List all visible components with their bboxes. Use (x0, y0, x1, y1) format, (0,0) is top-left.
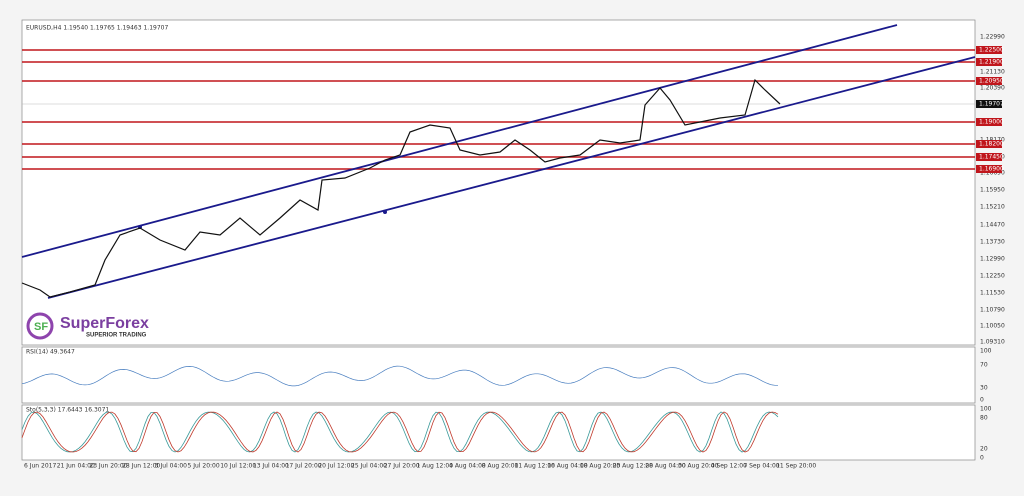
rsi-tick-label: 70 (980, 362, 988, 369)
time-tick-label: 1 Aug 12:00 (416, 463, 453, 470)
time-tick-label: 17 Jul 20:00 (286, 463, 322, 470)
level-label: 1.16900 (979, 166, 1004, 173)
logo-ring (26, 312, 54, 340)
level-tag (976, 153, 1002, 161)
current-price: 1.19707 (979, 101, 1004, 108)
level-label: 1.18200 (979, 141, 1004, 148)
level-tag (976, 77, 1002, 85)
price-trace (21, 78, 781, 298)
level-tag (976, 165, 1002, 173)
rsi-line (21, 365, 778, 387)
time-tick-label: 4 Aug 04:00 (449, 463, 486, 470)
time-tick-label: 28 Jun 12:00 (122, 463, 160, 470)
price-tick-label: 1.20390 (980, 85, 1005, 92)
time-tick-label: 21 Jun 04:00 (57, 463, 95, 470)
price-tick-label: 1.12990 (980, 256, 1005, 263)
rsi-tick-label: 100 (980, 348, 992, 355)
stochastic-tick-label: 100 (980, 406, 992, 413)
time-tick-label: 11 Aug 12:00 (515, 463, 556, 470)
time-tick-label: 13 Jul 04:00 (253, 463, 289, 470)
time-tick-label: 11 Sep 20:00 (776, 463, 816, 470)
price-tick-label: 1.15950 (980, 187, 1005, 194)
price-tick-label: 1.12250 (980, 273, 1005, 280)
stochastic-signal (21, 411, 779, 453)
channel-lower (47, 56, 976, 299)
time-tick-label: 3 Jul 04:00 (155, 463, 187, 470)
stochastic-tick-label: 80 (980, 415, 988, 422)
time-tick-label: 27 Jul 20:00 (384, 463, 420, 470)
level-tag (976, 58, 1002, 66)
price-tick-label: 1.15210 (980, 204, 1005, 211)
time-tick-label: 8 Aug 20:00 (482, 463, 519, 470)
channel-upper (21, 24, 898, 258)
rsi-panel (21, 346, 976, 404)
level-tag (976, 140, 1002, 148)
time-tick-label: 16 Aug 04:00 (547, 463, 588, 470)
rsi-tick-label: 30 (980, 385, 988, 392)
time-tick-label: 6 Jun 2017 (24, 463, 56, 470)
price-tick-label: 1.22990 (980, 34, 1005, 41)
logo-mark: SF (34, 321, 48, 333)
price-tick-label: 1.10050 (980, 323, 1005, 330)
level-tag (976, 46, 1002, 54)
time-tick-label: 23 Aug 12:00 (613, 463, 654, 470)
symbol-info: EURUSD,H4 1.19540 1.19765 1.19463 1.1970… (26, 25, 168, 32)
logo-name: SuperForex (60, 315, 149, 332)
anchor-point (383, 210, 387, 214)
level-label: 1.22500 (979, 47, 1004, 54)
stochastic-tick-label: 20 (980, 446, 988, 453)
time-tick-label: 28 Aug 04:00 (645, 463, 686, 470)
main-panel (21, 19, 976, 346)
rsi-tick-label: 0 (980, 397, 984, 404)
logo: SF SuperForex SUPERIOR TRADING (26, 312, 149, 340)
level-label: 1.21900 (979, 59, 1004, 66)
price-tick-label: 1.14470 (980, 222, 1005, 229)
stochastic-label: Sto(5,3,3) 17.6443 16.3071 (26, 407, 109, 414)
price-tick-label: 1.11530 (980, 290, 1005, 297)
time-tick-label: 4 Sep 12:00 (711, 463, 747, 470)
level-label: 1.20950 (979, 78, 1004, 85)
current-price-tag (976, 100, 1002, 108)
time-tick-label: 23 Jun 20:00 (89, 463, 127, 470)
price-tick-label: 1.09310 (980, 339, 1005, 346)
rsi-label: RSI(14) 49.3647 (26, 349, 75, 356)
level-tag (976, 118, 1002, 126)
level-label: 1.17450 (979, 154, 1004, 161)
time-tick-label: 30 Aug 20:00 (678, 463, 719, 470)
level-label: 1.19000 (979, 119, 1004, 126)
time-tick-label: 20 Jul 12:00 (318, 463, 354, 470)
time-tick-label: 7 Sep 04:00 (743, 463, 779, 470)
price-tick-label: 1.21130 (980, 69, 1005, 76)
stochastic-panel (21, 404, 976, 461)
stochastic-tick-label: 0 (980, 455, 984, 462)
time-tick-label: 18 Aug 20:00 (580, 463, 621, 470)
time-tick-label: 10 Jul 12:00 (220, 463, 256, 470)
stochastic-main (21, 411, 779, 453)
time-tick-label: 5 Jul 20:00 (188, 463, 220, 470)
time-tick-label: 25 Jul 04:00 (351, 463, 387, 470)
price-tick-label: 1.13730 (980, 239, 1005, 246)
price-tick-label: 1.10790 (980, 307, 1005, 314)
logo-tagline: SUPERIOR TRADING (86, 333, 147, 339)
